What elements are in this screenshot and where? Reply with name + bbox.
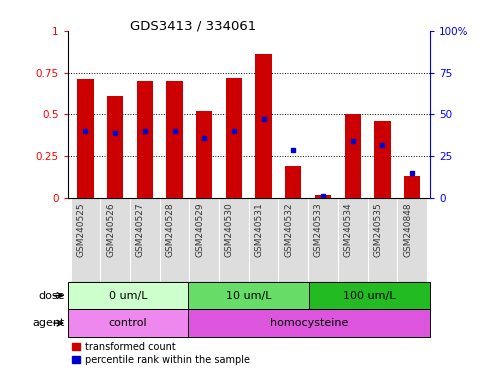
- Bar: [315, 195, 331, 198]
- FancyBboxPatch shape: [368, 198, 397, 282]
- FancyBboxPatch shape: [397, 198, 427, 282]
- FancyBboxPatch shape: [308, 198, 338, 282]
- Text: GSM240848: GSM240848: [403, 202, 412, 257]
- FancyBboxPatch shape: [71, 198, 100, 282]
- Text: GSM240528: GSM240528: [166, 202, 174, 257]
- Text: agent: agent: [32, 318, 65, 328]
- Text: GSM240534: GSM240534: [344, 202, 353, 257]
- Bar: [374, 121, 391, 198]
- FancyBboxPatch shape: [309, 282, 430, 310]
- Text: GSM240525: GSM240525: [76, 202, 85, 257]
- FancyBboxPatch shape: [68, 310, 188, 337]
- Text: GSM240526: GSM240526: [106, 202, 115, 257]
- FancyBboxPatch shape: [338, 198, 368, 282]
- Bar: [77, 79, 94, 198]
- Bar: [404, 176, 420, 198]
- Text: GSM240530: GSM240530: [225, 202, 234, 257]
- Bar: [107, 96, 123, 198]
- FancyBboxPatch shape: [219, 198, 249, 282]
- Bar: [196, 111, 213, 198]
- FancyBboxPatch shape: [100, 198, 130, 282]
- Text: GSM240533: GSM240533: [314, 202, 323, 257]
- Text: GSM240527: GSM240527: [136, 202, 145, 257]
- FancyBboxPatch shape: [130, 198, 160, 282]
- Text: GSM240532: GSM240532: [284, 202, 293, 257]
- Bar: [226, 78, 242, 198]
- FancyBboxPatch shape: [278, 198, 308, 282]
- FancyBboxPatch shape: [160, 198, 189, 282]
- Text: 0 um/L: 0 um/L: [109, 291, 147, 301]
- Bar: [344, 114, 361, 198]
- Text: GSM240535: GSM240535: [373, 202, 383, 257]
- FancyBboxPatch shape: [189, 198, 219, 282]
- Text: GSM240531: GSM240531: [255, 202, 264, 257]
- Text: GSM240529: GSM240529: [195, 202, 204, 257]
- Text: dose: dose: [38, 291, 65, 301]
- Text: GDS3413 / 334061: GDS3413 / 334061: [130, 19, 256, 32]
- Text: control: control: [109, 318, 147, 328]
- FancyBboxPatch shape: [68, 282, 188, 310]
- Bar: [166, 81, 183, 198]
- Bar: [256, 54, 272, 198]
- Legend: transformed count, percentile rank within the sample: transformed count, percentile rank withi…: [72, 342, 250, 365]
- FancyBboxPatch shape: [249, 198, 278, 282]
- Text: 100 um/L: 100 um/L: [343, 291, 396, 301]
- Text: homocysteine: homocysteine: [270, 318, 348, 328]
- FancyBboxPatch shape: [188, 282, 309, 310]
- Bar: [285, 166, 301, 198]
- Text: 10 um/L: 10 um/L: [226, 291, 271, 301]
- Bar: [137, 81, 153, 198]
- FancyBboxPatch shape: [188, 310, 430, 337]
